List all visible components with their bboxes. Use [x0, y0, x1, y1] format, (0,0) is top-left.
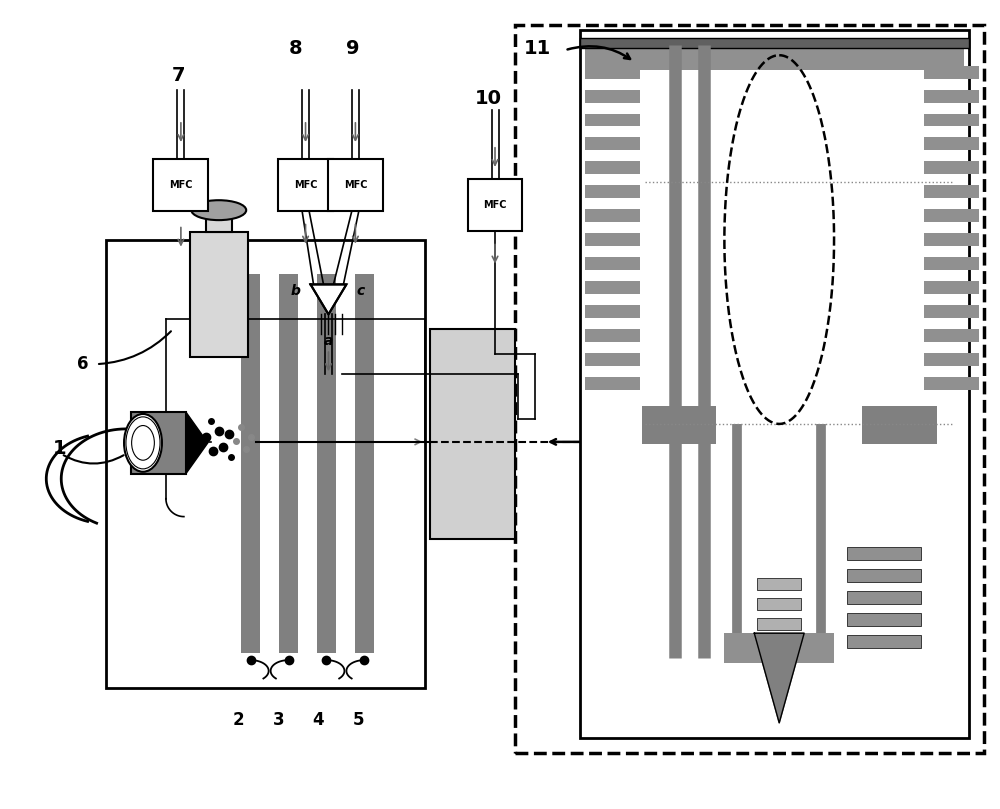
Text: 5: 5	[353, 711, 364, 729]
Bar	[757, 578, 801, 591]
Bar	[585, 66, 640, 78]
Text: MFC: MFC	[294, 180, 317, 190]
Bar	[924, 90, 979, 103]
Bar	[430, 329, 515, 539]
Bar	[924, 185, 979, 198]
Bar	[585, 161, 640, 174]
Bar	[757, 599, 801, 610]
Bar	[924, 328, 979, 341]
Bar	[279, 274, 298, 653]
Bar	[515, 25, 984, 753]
Bar	[924, 257, 979, 270]
Bar	[757, 618, 801, 630]
Bar	[153, 159, 208, 210]
Bar	[278, 159, 333, 210]
Bar	[642, 406, 716, 444]
Bar	[847, 569, 921, 582]
Bar	[847, 547, 921, 560]
Bar	[585, 90, 640, 103]
Bar	[468, 179, 522, 231]
Polygon shape	[311, 285, 346, 315]
Bar	[206, 210, 232, 232]
Text: 4: 4	[313, 711, 324, 729]
Text: MFC: MFC	[344, 180, 367, 190]
Text: a: a	[324, 334, 333, 348]
Bar	[585, 257, 640, 270]
Ellipse shape	[124, 414, 162, 472]
Bar	[580, 38, 969, 49]
Bar	[585, 210, 640, 222]
Text: c: c	[356, 285, 365, 299]
Bar	[585, 113, 640, 126]
Ellipse shape	[191, 200, 246, 220]
Bar	[924, 281, 979, 294]
Text: 9: 9	[346, 39, 359, 57]
Bar	[924, 377, 979, 390]
Text: 1: 1	[52, 439, 66, 459]
Polygon shape	[754, 633, 804, 723]
Bar	[585, 185, 640, 198]
Bar	[585, 233, 640, 246]
Bar	[241, 274, 260, 653]
Bar	[847, 591, 921, 604]
Bar	[585, 138, 640, 150]
Bar	[924, 138, 979, 150]
Text: MFC: MFC	[483, 200, 507, 210]
Bar	[924, 233, 979, 246]
Bar	[585, 328, 640, 341]
Text: 2: 2	[233, 711, 245, 729]
Bar	[724, 633, 834, 663]
Polygon shape	[186, 412, 208, 474]
Text: 8: 8	[289, 39, 302, 57]
Bar	[585, 49, 964, 70]
Bar	[585, 353, 640, 366]
Bar	[847, 612, 921, 625]
Bar	[355, 274, 374, 653]
Bar	[924, 66, 979, 78]
Text: 7: 7	[172, 66, 186, 85]
Bar	[190, 232, 248, 357]
Bar	[580, 30, 969, 738]
Bar	[924, 353, 979, 366]
Bar	[317, 274, 336, 653]
Text: b: b	[291, 285, 301, 299]
Bar	[847, 635, 921, 648]
Bar	[585, 281, 640, 294]
Bar	[328, 159, 383, 210]
Bar	[924, 305, 979, 318]
Text: MFC: MFC	[169, 180, 193, 190]
Text: 11: 11	[524, 39, 552, 57]
Bar	[862, 406, 937, 444]
Bar	[924, 210, 979, 222]
Text: 6: 6	[77, 355, 89, 373]
Bar	[924, 161, 979, 174]
Bar	[924, 113, 979, 126]
Bar	[131, 412, 186, 474]
Bar	[585, 305, 640, 318]
Bar	[106, 239, 425, 688]
Text: 10: 10	[475, 88, 502, 108]
Bar	[585, 377, 640, 390]
Text: 3: 3	[273, 711, 284, 729]
